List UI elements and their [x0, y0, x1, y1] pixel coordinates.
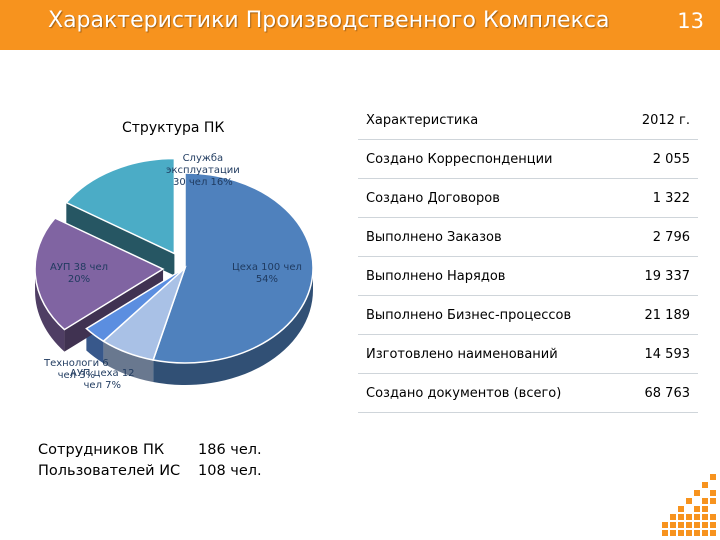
row-value: 1 322 — [621, 178, 698, 218]
table-header-row: Характеристика 2012 г. — [358, 101, 698, 140]
decoration-square — [702, 498, 708, 504]
row-label: Выполнено Нарядов — [358, 256, 622, 296]
row-label: Выполнено Заказов — [358, 217, 622, 257]
pie-side-wall — [86, 328, 104, 364]
staff-row: Пользователей ИС 108 чел. — [38, 461, 262, 482]
column-header-characteristic: Характеристика — [358, 101, 622, 140]
decoration-square — [694, 490, 700, 496]
row-value: 21 189 — [621, 295, 698, 335]
table-row: Изготовлено наименований 14 593 — [358, 334, 698, 374]
column-header-year: 2012 г. — [621, 101, 698, 140]
header-bar: Характеристики Производственного Комплек… — [0, 0, 720, 50]
pie-side-wall — [153, 268, 313, 385]
staff-row: Сотрудников ПК 186 чел. — [38, 440, 262, 461]
pie-label-line: АУП 38 чел — [50, 262, 108, 273]
row-label: Создано документов (всего) — [358, 373, 622, 413]
table-row: Создано Корреспонденции 2 055 — [358, 139, 698, 179]
slide-title: Характеристики Производственного Комплек… — [48, 8, 610, 33]
staff-summary: Сотрудников ПК 186 чел. Пользователей ИС… — [38, 440, 262, 482]
staff-label: Сотрудников ПК — [38, 442, 165, 458]
decoration-square — [686, 522, 692, 528]
pie-slice-operations-side — [66, 202, 175, 276]
decoration-square — [678, 530, 684, 536]
pie-side-wall — [35, 269, 65, 352]
pie-label-technologists: Технологи 6 чел 3% — [44, 358, 109, 382]
row-label: Создано Договоров — [358, 178, 622, 218]
decoration-square — [686, 514, 692, 520]
decoration-square — [702, 522, 708, 528]
decoration-square — [670, 522, 676, 528]
decoration-square — [710, 522, 716, 528]
decoration-square — [710, 490, 716, 496]
pie-slice-technologists-side — [86, 328, 104, 364]
decoration-square — [678, 522, 684, 528]
staff-label: Пользователей ИС — [38, 463, 181, 479]
pie-slice-technologists — [85, 267, 186, 343]
row-label: Изготовлено наименований — [358, 334, 622, 374]
pie-label-workshops: Цеха 100 чел 54% — [232, 262, 302, 286]
decoration-square — [678, 506, 684, 512]
pie-slice-admin — [34, 217, 165, 331]
pie-label-line: чел 3% — [57, 370, 96, 381]
decoration-square — [686, 498, 692, 504]
decoration-square — [710, 498, 716, 504]
pie-label-line: Служба — [182, 153, 224, 164]
decoration-square — [686, 530, 692, 536]
decoration-square — [694, 506, 700, 512]
pie-label-line: 30 чел 16% — [173, 177, 233, 188]
row-value: 2 055 — [621, 139, 698, 179]
row-value: 19 337 — [621, 256, 698, 296]
row-value: 14 593 — [621, 334, 698, 374]
pie-slice-operations — [65, 157, 176, 255]
chart-title: Структура ПК — [122, 120, 225, 136]
decoration-square — [710, 530, 716, 536]
decoration-square — [670, 530, 676, 536]
pie-label-operations: Служба эксплуатации 30 чел 16% — [166, 153, 240, 189]
table-row: Создано Договоров 1 322 — [358, 178, 698, 218]
table-row: Создано документов (всего) 68 763 — [358, 373, 698, 413]
row-value: 2 796 — [621, 217, 698, 257]
decoration-square — [702, 482, 708, 488]
row-label: Создано Корреспонденции — [358, 139, 622, 179]
decoration-square — [710, 514, 716, 520]
pie-slice-workshops-side — [153, 268, 313, 385]
decoration-square — [702, 506, 708, 512]
decoration-square — [694, 522, 700, 528]
stats-table: Характеристика 2012 г. Создано Корреспон… — [358, 101, 698, 413]
pie-label-line: чел 7% — [83, 380, 122, 391]
decoration-square — [662, 530, 668, 536]
orange-dots-decoration — [662, 474, 716, 536]
decoration-square — [678, 514, 684, 520]
decoration-square — [694, 514, 700, 520]
pie-label-line: АУП цеха 12 — [70, 368, 135, 379]
pie-label-line: Технологи 6 — [44, 358, 109, 369]
staff-value: 108 чел. — [198, 463, 262, 479]
decoration-square — [694, 530, 700, 536]
decoration-square — [702, 530, 708, 536]
staff-value: 186 чел. — [198, 442, 262, 458]
table-row: Выполнено Бизнес-процессов 21 189 — [358, 295, 698, 335]
row-value: 68 763 — [621, 373, 698, 413]
decoration-square — [702, 514, 708, 520]
pie-radial-wall — [66, 202, 175, 276]
decoration-square — [662, 522, 668, 528]
decoration-square — [710, 474, 716, 480]
row-label: Выполнено Бизнес-процессов — [358, 295, 622, 335]
decoration-square — [670, 514, 676, 520]
table-row: Выполнено Нарядов 19 337 — [358, 256, 698, 296]
pie-label-line: 54% — [255, 274, 279, 285]
pie-label-admin: АУП 38 чел 20% — [50, 262, 108, 286]
pie-side-wall — [103, 341, 154, 383]
pie-slice-workshops — [152, 172, 314, 364]
pie-label-shop-admin: АУП цеха 12 чел 7% — [70, 368, 135, 392]
slide-number: 13 — [677, 9, 704, 33]
pie-label-line: эксплуатации — [166, 165, 240, 176]
pie-label-line: Цеха 100 чел — [232, 262, 302, 273]
pie-slice-shop-admin-side — [103, 341, 154, 383]
table-row: Выполнено Заказов 2 796 — [358, 217, 698, 257]
pie-label-line: 20% — [67, 274, 91, 285]
